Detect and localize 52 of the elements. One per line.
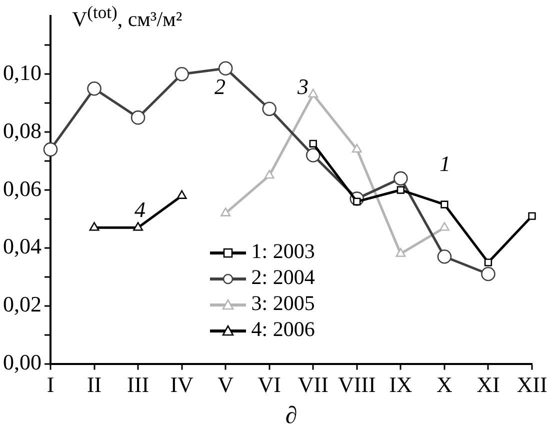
y-tick-label: 0,04	[3, 234, 42, 259]
point	[306, 148, 320, 162]
point	[437, 249, 452, 264]
point	[352, 144, 362, 153]
point	[174, 66, 189, 82]
y-tick-label: 0,02	[3, 292, 42, 317]
annotation: 1	[440, 150, 450, 176]
point	[309, 140, 317, 148]
point	[484, 258, 492, 266]
x-tick-label: XII	[516, 372, 548, 397]
x-tick-label: II	[86, 372, 102, 397]
point	[89, 222, 100, 231]
point	[176, 190, 187, 199]
annotation: 3	[296, 74, 308, 99]
point	[130, 110, 146, 125]
point	[133, 222, 144, 231]
point	[394, 171, 408, 186]
y-tick-label: 0,08	[3, 118, 42, 143]
y-tick-label: 0,00	[3, 350, 42, 375]
point	[43, 142, 58, 157]
point	[308, 88, 318, 98]
x-tick-label: VII	[298, 372, 328, 397]
point	[528, 212, 536, 220]
x-tick-label: III	[127, 372, 150, 397]
legend-label: 2: 2004	[251, 265, 315, 289]
point	[262, 102, 277, 116]
point	[87, 81, 102, 96]
point	[396, 248, 406, 257]
x-tick-label: V	[218, 372, 234, 397]
x-tick-label: IX	[389, 372, 412, 397]
point	[218, 61, 233, 76]
x-axis-title: ∂	[285, 402, 298, 429]
y-tick-label: 0,06	[3, 176, 42, 201]
y-tick-label: 0,10	[3, 60, 42, 85]
point	[220, 208, 231, 216]
x-tick-label: VIII	[338, 372, 376, 397]
legend-label: 4: 2006	[251, 317, 315, 341]
point	[440, 200, 448, 208]
x-tick-label: X	[436, 372, 453, 397]
x-tick-label: VI	[258, 372, 281, 397]
point	[439, 222, 450, 231]
annotation: 4	[134, 196, 146, 222]
x-tick-label: XI	[476, 372, 500, 397]
y-axis-title: V$^{(tot)}$, см³/м²	[72, 2, 182, 32]
legend-label: 1: 2003	[251, 239, 315, 263]
point	[481, 266, 496, 282]
point	[264, 170, 274, 179]
legend-label: 3: 2005	[251, 291, 315, 315]
x-tick-label: IV	[170, 372, 194, 397]
annotation: 2	[214, 74, 226, 99]
x-tick-label: I	[46, 372, 54, 397]
point	[396, 186, 405, 194]
